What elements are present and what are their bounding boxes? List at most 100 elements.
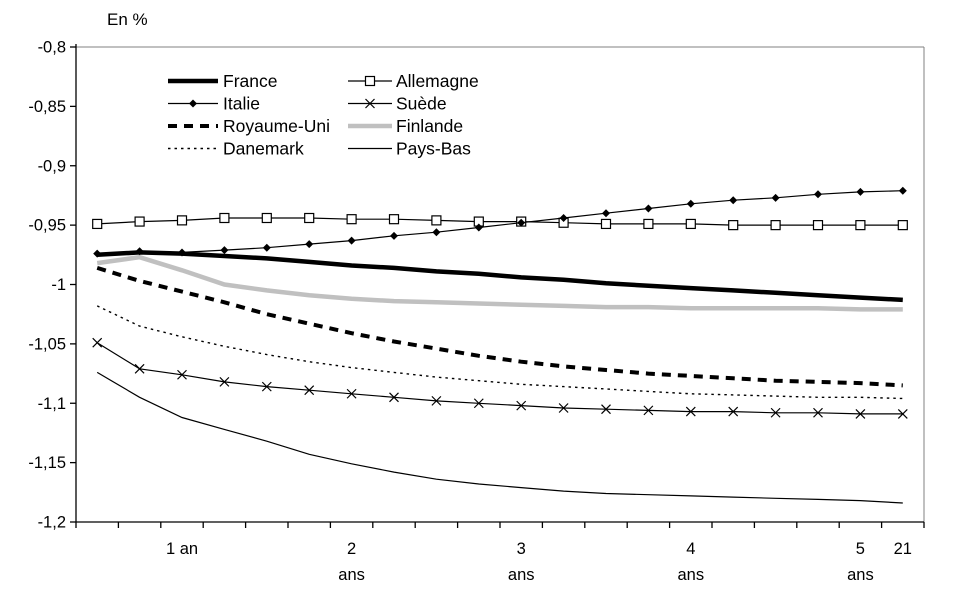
- y-tick-label-8: -1,2: [38, 514, 66, 532]
- x-marker: [389, 392, 399, 403]
- y-tick-label-6: -1,1: [38, 395, 66, 413]
- diamond-marker: [178, 248, 186, 257]
- legend-item-italie: Italie: [168, 94, 260, 114]
- y-tick-label-4: -1: [51, 276, 66, 294]
- x-marker: [855, 409, 866, 419]
- diamond-marker: [135, 247, 144, 256]
- diamond-marker: [432, 228, 441, 237]
- y-tick-label-0: -0,8: [38, 39, 66, 57]
- series-pays-bas: [96, 371, 903, 504]
- x-marker-stroke: [601, 404, 611, 415]
- series-line-france: [97, 250, 903, 303]
- x-marker-stroke: [643, 405, 654, 416]
- diamond-marker: [93, 249, 102, 258]
- y-tick-label-2: -0,9: [38, 157, 66, 175]
- x-marker: [134, 363, 145, 374]
- x-marker: [728, 406, 739, 417]
- x-marker: [261, 381, 272, 392]
- x-marker-stroke: [855, 409, 866, 419]
- x-marker-stroke: [728, 406, 739, 417]
- series-suede: [92, 337, 908, 419]
- x-marker: [365, 98, 375, 109]
- diamond-marker: [644, 204, 653, 213]
- x-marker-stroke: [177, 369, 187, 380]
- series-line-italie: [97, 190, 903, 255]
- legend-item-pays-bas: Pays-Bas: [348, 139, 471, 159]
- x-marker-stroke: [389, 392, 399, 403]
- x-axis-label-1-an: 1 an: [166, 540, 198, 558]
- diamond-marker: [189, 99, 197, 108]
- x-axis-label-2: 2: [347, 540, 356, 558]
- legend-label-danemark: Danemark: [223, 139, 304, 159]
- diamond-marker: [220, 246, 229, 255]
- x-axis-label-ans: ans: [508, 566, 535, 584]
- legend-label-finlande: Finlande: [396, 116, 463, 136]
- diamond-marker: [262, 243, 271, 252]
- x-marker-stroke: [431, 395, 442, 406]
- legend-item-suede: Suède: [348, 94, 447, 114]
- legend-item-danemark: Danemark: [168, 139, 304, 159]
- x-marker: [346, 388, 357, 399]
- x-marker: [177, 369, 187, 380]
- x-marker: [431, 395, 442, 406]
- square-marker: [304, 212, 315, 224]
- legend-label-suede: Suède: [396, 94, 447, 114]
- series-allemagne: [92, 212, 908, 231]
- legend-label-royaume-uni: Royaume-Uni: [223, 116, 330, 136]
- square-marker: [261, 212, 272, 224]
- series-line-danemark: [96, 305, 903, 400]
- series-line-suede: [96, 342, 903, 415]
- legend-label-allemagne: Allemagne: [396, 71, 479, 91]
- x-marker: [897, 409, 908, 419]
- x-marker: [601, 404, 611, 415]
- x-marker: [558, 403, 569, 413]
- x-marker-stroke: [92, 337, 103, 348]
- x-marker-stroke: [558, 403, 569, 413]
- diamond-marker: [559, 214, 568, 222]
- x-marker: [304, 385, 315, 396]
- diamond-marker: [729, 196, 738, 205]
- square-marker: [431, 215, 442, 226]
- series-line-finlande: [96, 254, 903, 312]
- legend-item-france: France: [168, 71, 277, 91]
- legend-label-pays-bas: Pays-Bas: [396, 139, 471, 159]
- x-axis-label-ans: ans: [847, 566, 874, 584]
- square-marker: [600, 218, 612, 230]
- square-marker: [219, 212, 230, 224]
- x-axis-label-5: 5: [856, 540, 865, 558]
- series-italie: [93, 186, 907, 258]
- series-danemark: [96, 305, 903, 400]
- x-marker: [219, 376, 230, 387]
- diamond-marker: [390, 231, 398, 240]
- legend-item-finlande: Finlande: [348, 116, 463, 136]
- square-marker: [134, 216, 145, 227]
- x-marker-stroke: [365, 98, 375, 109]
- series-line-royaume-uni: [96, 265, 903, 388]
- x-marker-stroke: [897, 409, 908, 419]
- legend-item-allemagne: Allemagne: [348, 71, 479, 91]
- x-marker: [643, 405, 654, 416]
- series-line-pays-bas: [96, 371, 903, 504]
- square-marker: [643, 218, 654, 230]
- x-marker: [685, 406, 696, 417]
- diamond-marker: [347, 236, 356, 245]
- x-marker: [473, 398, 484, 409]
- y-tick-label-5: -1,05: [28, 335, 66, 353]
- x-axis-label-3: 3: [517, 540, 526, 558]
- diamond-marker: [474, 223, 483, 232]
- square-marker: [346, 214, 357, 225]
- diamond-marker: [517, 218, 526, 227]
- square-marker: [897, 220, 908, 231]
- legend: France Allemagne Italie Suède Royaume-Uni Fin…: [168, 71, 479, 159]
- square-marker: [388, 214, 400, 225]
- x-marker-stroke: [473, 398, 484, 409]
- diamond-marker: [602, 209, 610, 218]
- square-marker: [364, 75, 376, 87]
- x-marker-stroke: [304, 385, 315, 396]
- diamond-marker: [771, 193, 780, 202]
- square-marker: [770, 220, 781, 231]
- legend-label-france: France: [223, 71, 277, 91]
- x-axis-label-4: 4: [686, 540, 695, 558]
